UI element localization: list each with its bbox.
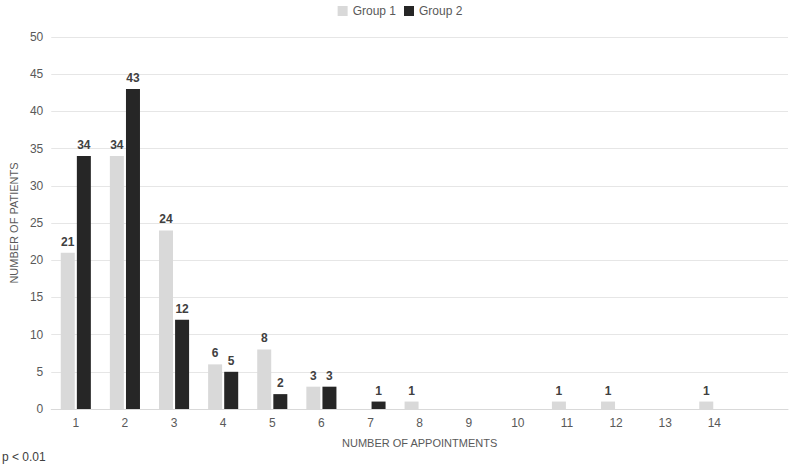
svg-text:50: 50 — [30, 30, 44, 44]
svg-text:6: 6 — [212, 346, 219, 360]
svg-text:Group 2: Group 2 — [419, 4, 463, 18]
svg-text:NUMBER OF PATIENTS: NUMBER OF PATIENTS — [8, 162, 20, 283]
svg-text:Group 1: Group 1 — [353, 4, 397, 18]
svg-text:NUMBER OF APPOINTMENTS: NUMBER OF APPOINTMENTS — [342, 437, 497, 449]
svg-text:24: 24 — [159, 212, 173, 226]
svg-text:13: 13 — [659, 416, 673, 430]
svg-text:p < 0.01: p < 0.01 — [2, 450, 46, 464]
svg-text:10: 10 — [30, 328, 44, 342]
svg-text:5: 5 — [228, 354, 235, 368]
svg-text:8: 8 — [416, 416, 423, 430]
svg-text:45: 45 — [30, 67, 44, 81]
svg-text:8: 8 — [261, 331, 268, 345]
svg-text:21: 21 — [61, 235, 75, 249]
svg-text:40: 40 — [30, 104, 44, 118]
svg-text:5: 5 — [269, 416, 276, 430]
svg-text:30: 30 — [30, 179, 44, 193]
svg-text:25: 25 — [30, 216, 44, 230]
svg-text:1: 1 — [72, 416, 79, 430]
svg-text:11: 11 — [561, 416, 574, 430]
svg-text:7: 7 — [367, 416, 374, 430]
svg-text:35: 35 — [30, 142, 44, 156]
svg-text:3: 3 — [326, 369, 333, 383]
svg-text:9: 9 — [465, 416, 472, 430]
svg-text:34: 34 — [77, 138, 91, 152]
svg-text:1: 1 — [375, 384, 382, 398]
svg-text:6: 6 — [318, 416, 325, 430]
svg-text:12: 12 — [175, 302, 189, 316]
svg-text:20: 20 — [30, 253, 44, 267]
svg-text:1: 1 — [605, 384, 612, 398]
svg-text:15: 15 — [30, 290, 44, 304]
svg-text:34: 34 — [110, 138, 124, 152]
svg-text:1: 1 — [703, 384, 710, 398]
svg-text:43: 43 — [126, 71, 140, 85]
svg-text:1: 1 — [408, 384, 415, 398]
svg-text:14: 14 — [708, 416, 722, 430]
svg-text:2: 2 — [122, 416, 129, 430]
svg-text:0: 0 — [37, 402, 44, 416]
svg-text:2: 2 — [277, 376, 284, 390]
svg-text:3: 3 — [171, 416, 178, 430]
svg-text:4: 4 — [220, 416, 227, 430]
svg-text:5: 5 — [37, 365, 44, 379]
svg-text:3: 3 — [310, 369, 317, 383]
svg-text:12: 12 — [609, 416, 623, 430]
svg-text:10: 10 — [511, 416, 525, 430]
svg-text:1: 1 — [556, 384, 563, 398]
